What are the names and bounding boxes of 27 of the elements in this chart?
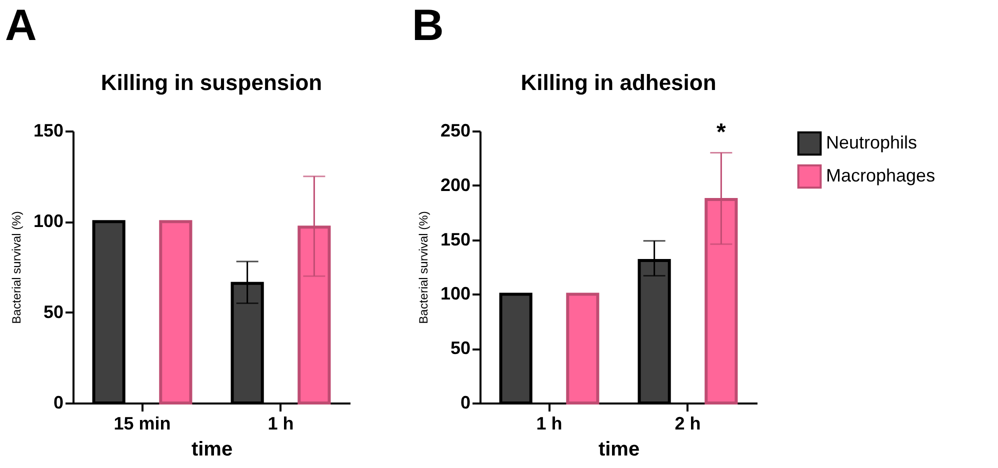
y-tick-label: 200 [440, 174, 470, 195]
text: A [5, 1, 37, 50]
y-tick-label: 50 [450, 338, 470, 358]
legend-label: Neutrophils [826, 132, 918, 152]
y-tick-label: 100 [440, 284, 470, 304]
x-tick-label: 2 h [674, 414, 701, 434]
annotation: * [716, 118, 727, 146]
chart-title: Killing in suspension [100, 70, 322, 95]
x-axis-title: time [191, 438, 233, 460]
y-tick-label: 0 [460, 392, 470, 412]
y-axis-title: Bacterial survival (%) [416, 211, 430, 324]
chart-title: Killing in adhesion [520, 70, 716, 95]
bar [566, 292, 600, 404]
y-tick-label: 0 [53, 392, 64, 412]
y-tick-label: 50 [43, 302, 64, 322]
x-tick-label: 1 h [536, 414, 562, 434]
y-axis-title: Bacterial survival (%) [9, 211, 24, 324]
y-tick-label: 100 [33, 211, 64, 232]
text: B [412, 1, 444, 50]
y-tick-label: 250 [440, 120, 470, 140]
x-axis-title: time [598, 438, 640, 460]
legend-label: Macrophages [826, 166, 936, 186]
y-tick-label: 150 [440, 229, 470, 250]
y-tick-label: 150 [33, 120, 64, 140]
bar [159, 220, 192, 404]
x-tick-label: 15 min [114, 414, 171, 434]
x-tick-label: 1 h [268, 414, 294, 434]
